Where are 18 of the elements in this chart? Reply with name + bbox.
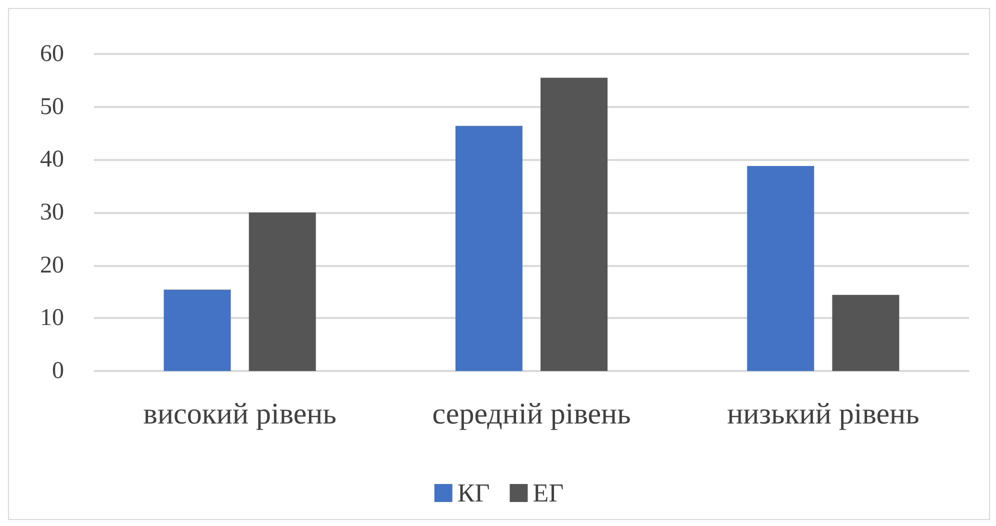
bar <box>164 290 231 371</box>
y-tick-label: 10 <box>40 305 64 332</box>
y-tick-label: 40 <box>40 146 64 173</box>
bar <box>832 294 900 371</box>
x-tick-label: високий рівень <box>143 398 336 430</box>
x-tick-label: середній рівень <box>432 398 631 430</box>
x-tick-label: низький рівень <box>727 398 920 430</box>
bar <box>248 212 316 371</box>
bar <box>747 166 814 371</box>
bar <box>540 78 608 371</box>
legend-label: ЕГ <box>532 478 564 508</box>
y-tick-label: 50 <box>40 94 64 120</box>
bar <box>455 126 522 371</box>
legend-label: КГ <box>457 478 490 508</box>
y-tick-label: 30 <box>40 200 64 226</box>
y-tick-label: 0 <box>52 358 64 384</box>
y-tick-label: 60 <box>40 41 64 67</box>
y-tick-label: 20 <box>40 252 64 278</box>
